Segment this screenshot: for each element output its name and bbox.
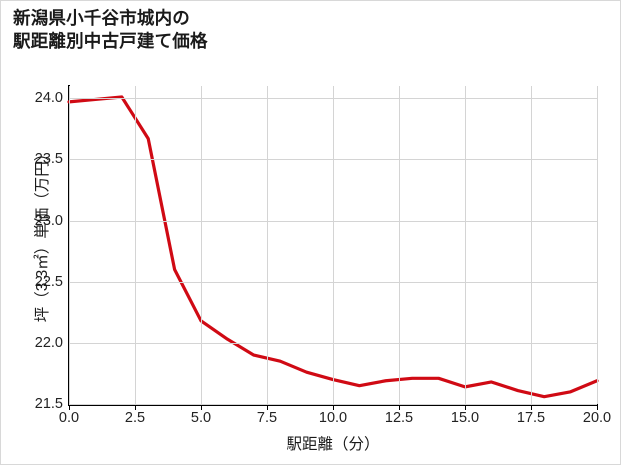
y-tick-label: 23.0 bbox=[34, 212, 63, 229]
x-tick-mark bbox=[69, 406, 70, 410]
x-axis-label: 駅距離（分） bbox=[286, 436, 380, 453]
y-tick-label: 22.5 bbox=[34, 273, 63, 290]
x-axis-spine bbox=[68, 404, 598, 406]
gridline-vertical bbox=[267, 86, 268, 404]
page-title: 新潟県小千谷市城内の 駅距離別中古戸建て価格 bbox=[13, 8, 208, 52]
x-tick-label: 5.0 bbox=[190, 410, 212, 426]
y-axis-tick-labels: 21.5 22.0 22.5 23.0 23.5 24.0 bbox=[1, 1, 63, 464]
x-tick-mark bbox=[597, 406, 598, 410]
gridline-vertical bbox=[333, 86, 334, 404]
x-tick-label: 17.5 bbox=[516, 410, 546, 426]
gridline-vertical bbox=[531, 86, 532, 404]
gridline-vertical bbox=[399, 86, 400, 404]
x-tick-mark bbox=[267, 406, 268, 410]
y-axis-label: 坪（3.3㎡）単価（万円） bbox=[34, 145, 51, 323]
x-tick-label: 12.5 bbox=[384, 410, 414, 426]
gridline-vertical bbox=[135, 86, 136, 404]
y-tick-label: 21.5 bbox=[34, 396, 63, 412]
x-tick-label: 0.0 bbox=[58, 410, 80, 426]
x-tick-label: 7.5 bbox=[256, 410, 278, 426]
x-tick-mark bbox=[531, 406, 532, 410]
x-tick-label: 15.0 bbox=[450, 410, 480, 426]
x-tick-label: 10.0 bbox=[318, 410, 348, 426]
y-tick-label: 22.0 bbox=[34, 334, 63, 351]
gridline-vertical bbox=[69, 86, 70, 404]
y-tick-label: 24.0 bbox=[34, 90, 63, 107]
gridline-horizontal bbox=[69, 404, 597, 405]
x-tick-mark bbox=[399, 406, 400, 410]
x-tick-label: 2.5 bbox=[124, 410, 146, 426]
gridline-vertical bbox=[465, 86, 466, 404]
x-tick-mark bbox=[333, 406, 334, 410]
x-tick-mark bbox=[465, 406, 466, 410]
plot-area bbox=[67, 86, 599, 405]
y-tick-label: 23.5 bbox=[34, 151, 63, 168]
gridline-vertical bbox=[597, 86, 598, 404]
x-tick-label: 20.0 bbox=[582, 410, 612, 426]
x-tick-mark bbox=[201, 406, 202, 410]
x-tick-mark bbox=[135, 406, 136, 410]
gridline-vertical bbox=[201, 86, 202, 404]
